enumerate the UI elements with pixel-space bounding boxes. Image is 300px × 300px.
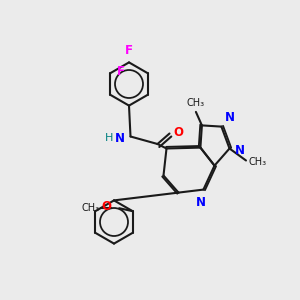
- Text: N: N: [235, 143, 245, 157]
- Text: O: O: [173, 125, 183, 139]
- Text: CH₃: CH₃: [187, 98, 205, 108]
- Text: N: N: [115, 131, 125, 145]
- Text: CH₃: CH₃: [82, 203, 100, 213]
- Text: N: N: [225, 111, 235, 124]
- Text: F: F: [117, 65, 125, 78]
- Text: F: F: [125, 44, 133, 57]
- Text: N: N: [196, 196, 206, 209]
- Text: H: H: [105, 133, 113, 143]
- Text: CH₃: CH₃: [248, 157, 266, 167]
- Text: O: O: [102, 200, 112, 213]
